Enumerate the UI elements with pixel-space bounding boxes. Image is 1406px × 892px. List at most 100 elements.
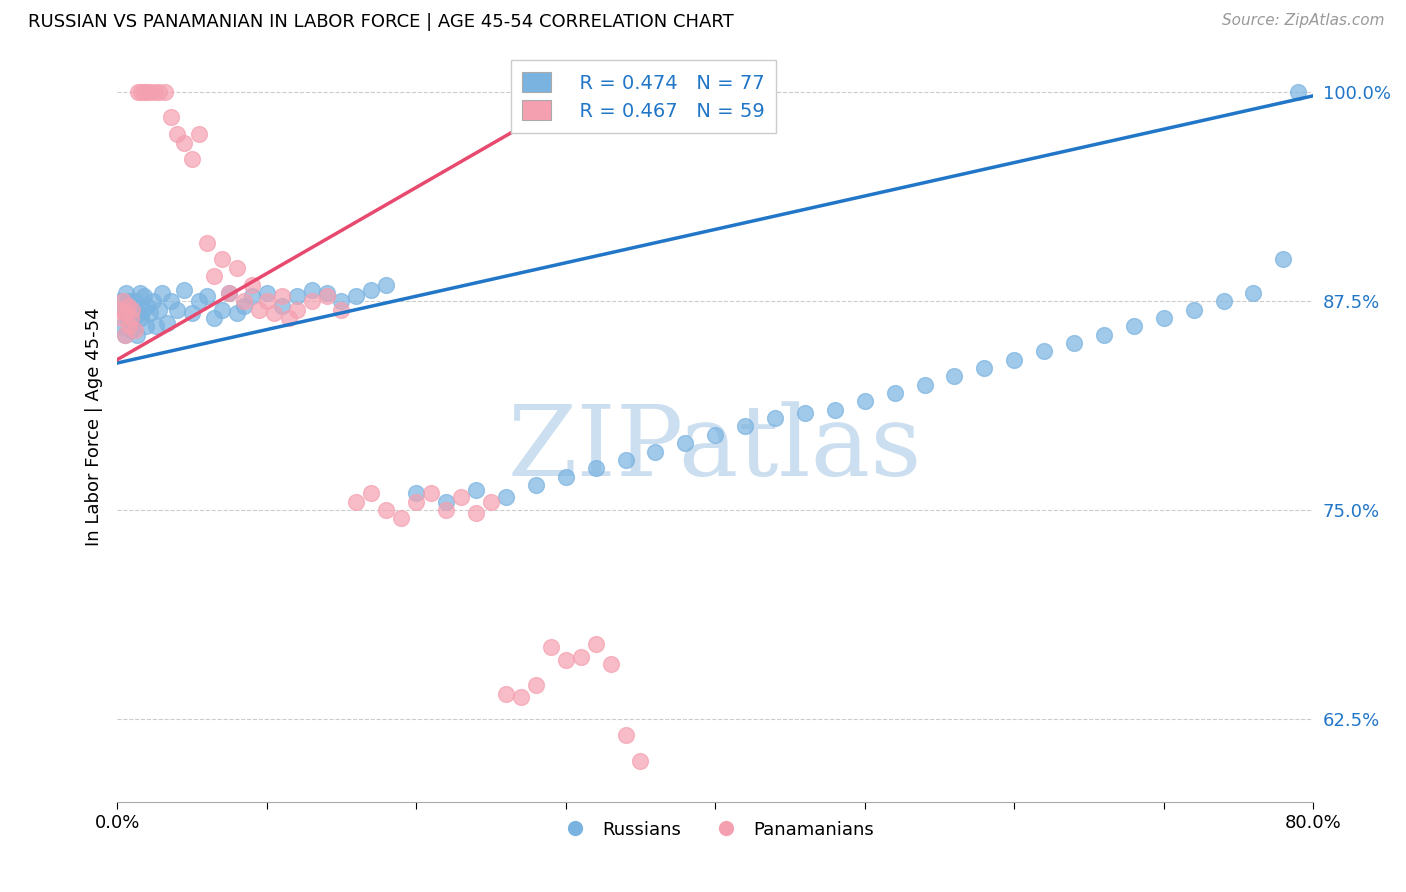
Legend: Russians, Panamanians: Russians, Panamanians <box>550 814 882 846</box>
Text: ZIPatlas: ZIPatlas <box>508 401 922 497</box>
Point <box>211 302 233 317</box>
Point <box>131 302 153 317</box>
Point <box>120 323 142 337</box>
Point <box>173 136 195 150</box>
Point <box>153 86 176 100</box>
Point <box>673 436 696 450</box>
Point <box>136 299 159 313</box>
Point <box>202 269 225 284</box>
Point <box>127 306 149 320</box>
Point <box>124 323 146 337</box>
Point <box>1243 285 1265 300</box>
Text: RUSSIAN VS PANAMANIAN IN LABOR FORCE | AGE 45-54 CORRELATION CHART: RUSSIAN VS PANAMANIAN IN LABOR FORCE | A… <box>28 13 734 31</box>
Point <box>630 754 652 768</box>
Point <box>120 310 142 325</box>
Point <box>136 86 159 100</box>
Point <box>118 319 141 334</box>
Point <box>121 316 143 330</box>
Point <box>450 490 472 504</box>
Point <box>420 486 443 500</box>
Point <box>143 86 166 100</box>
Point <box>181 153 204 167</box>
Point <box>465 506 488 520</box>
Point <box>142 294 165 309</box>
Point <box>145 319 167 334</box>
Point <box>569 650 592 665</box>
Point <box>108 294 131 309</box>
Point <box>115 306 138 320</box>
Point <box>139 306 162 320</box>
Point <box>129 86 152 100</box>
Point <box>124 294 146 309</box>
Point <box>128 285 150 300</box>
Point <box>943 369 966 384</box>
Point <box>225 306 247 320</box>
Point <box>330 294 353 309</box>
Point <box>118 294 141 309</box>
Point <box>554 469 576 483</box>
Point <box>389 511 412 525</box>
Point <box>112 302 135 317</box>
Point <box>405 494 427 508</box>
Point <box>1063 335 1085 350</box>
Point <box>1033 344 1056 359</box>
Point <box>195 235 218 250</box>
Point <box>129 310 152 325</box>
Point <box>495 490 517 504</box>
Point <box>375 277 398 292</box>
Point <box>434 503 457 517</box>
Point <box>122 302 145 317</box>
Point <box>218 285 240 300</box>
Point <box>115 285 138 300</box>
Point <box>614 453 637 467</box>
Point <box>112 294 135 309</box>
Point <box>794 406 817 420</box>
Point <box>148 302 170 317</box>
Point <box>270 289 292 303</box>
Point <box>824 402 846 417</box>
Point <box>278 310 301 325</box>
Point <box>405 486 427 500</box>
Point <box>704 427 727 442</box>
Point <box>344 494 367 508</box>
Point <box>585 461 607 475</box>
Point <box>1002 352 1025 367</box>
Point <box>111 319 134 334</box>
Point <box>117 299 139 313</box>
Point <box>132 86 155 100</box>
Point <box>127 86 149 100</box>
Point <box>360 283 382 297</box>
Point <box>160 294 183 309</box>
Point <box>181 306 204 320</box>
Point <box>114 327 136 342</box>
Point <box>1286 86 1309 100</box>
Point <box>270 299 292 313</box>
Point <box>108 302 131 317</box>
Point <box>125 327 148 342</box>
Point <box>166 302 188 317</box>
Point <box>554 653 576 667</box>
Point <box>240 289 263 303</box>
Point <box>114 327 136 342</box>
Point <box>599 657 621 671</box>
Point <box>301 294 323 309</box>
Point <box>1122 319 1144 334</box>
Point <box>188 127 211 141</box>
Point <box>375 503 398 517</box>
Point <box>763 411 786 425</box>
Point <box>173 283 195 297</box>
Point <box>315 289 337 303</box>
Point <box>233 294 256 309</box>
Point <box>524 678 547 692</box>
Point <box>148 86 170 100</box>
Point <box>1092 327 1115 342</box>
Point <box>256 285 278 300</box>
Point <box>111 310 134 325</box>
Point <box>139 86 162 100</box>
Point <box>132 289 155 303</box>
Point <box>465 483 488 497</box>
Point <box>479 494 502 508</box>
Point <box>188 294 211 309</box>
Point <box>914 377 936 392</box>
Point <box>150 285 173 300</box>
